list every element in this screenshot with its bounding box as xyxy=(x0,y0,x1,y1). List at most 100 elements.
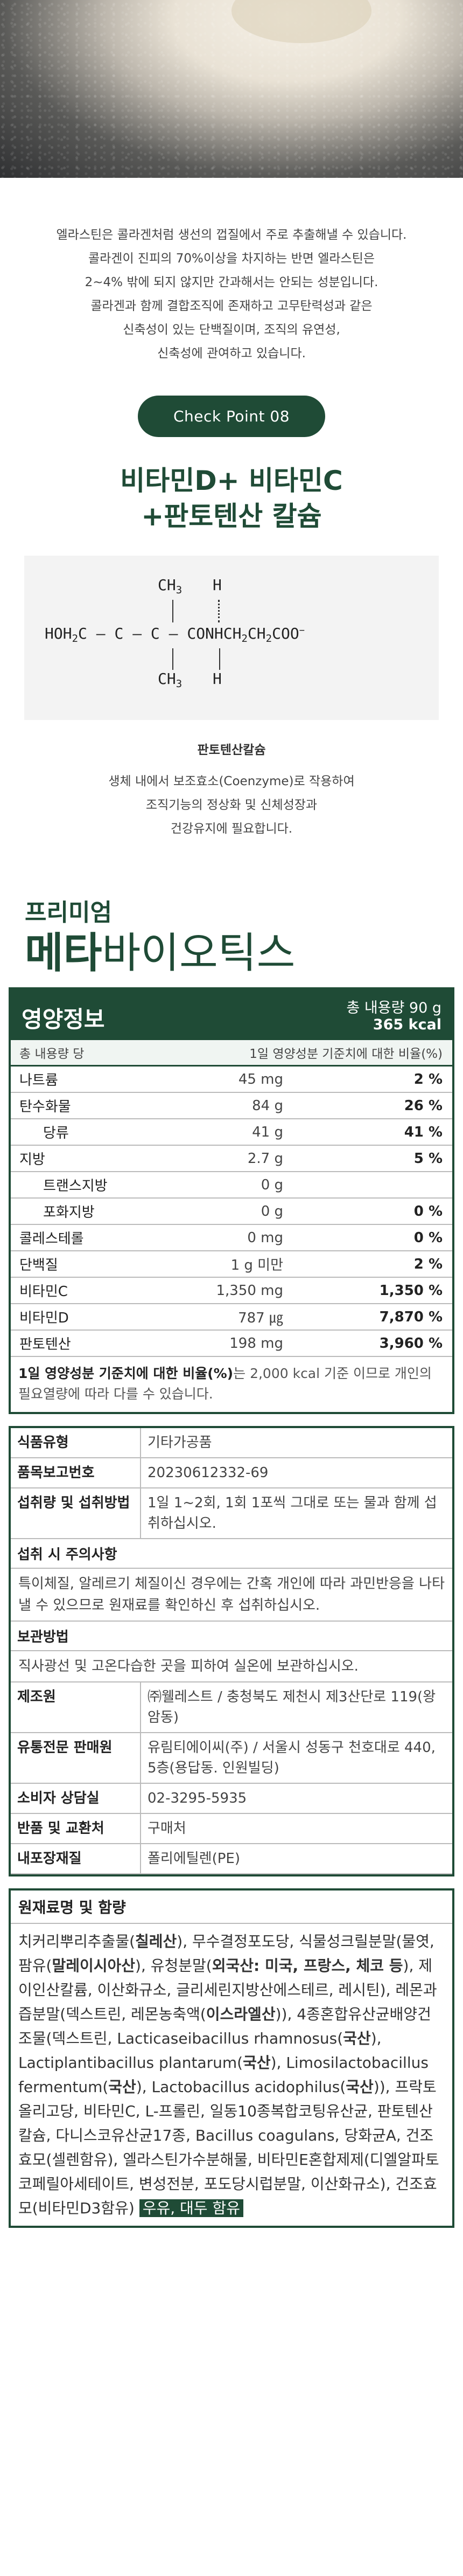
nutrition-rows: 나트륨 45 mg 2 % 탄수화물 84 g 26 % 당류 41 g 41 % 지방 2.7 g… xyxy=(11,1067,452,1357)
nutrition-header: 영양정보 총 내용량 90 g 365 kcal xyxy=(11,989,452,1040)
nutrient-name: 트랜스지방 xyxy=(43,1178,108,1194)
nutrient-daily-pct: 0 % xyxy=(413,1203,443,1220)
ingredient-text: ), Lactiplantibacillus plantarum( xyxy=(18,2030,382,2072)
nutrient-name: 비타민C xyxy=(19,1284,68,1300)
intro-line: 콜라겐과 함께 결합조직에 존재하고 고무탄력성과 같은 xyxy=(90,299,373,313)
info-value: 유림티에이씨(주) / 서울시 성동구 천호대로 440, 5층(용답동. 인원… xyxy=(148,1740,436,1776)
info-key: 품목보고번호 xyxy=(11,1458,141,1487)
ingredient-text: ), Lactobacillus acidophilus( xyxy=(136,2078,346,2096)
nutrient-daily-pct: 3,960 % xyxy=(379,1335,443,1352)
nutrient-name: 나트륨 xyxy=(19,1072,58,1089)
allergen-badge: 우유, 대두 함유 xyxy=(139,2199,243,2217)
nutrient-amount: 2.7 g xyxy=(247,1150,283,1167)
nutrient-daily-pct: 0 % xyxy=(413,1229,443,1246)
nutrient-name: 지방 xyxy=(19,1152,45,1168)
nutrition-row: 포화지방 0 g 0 % xyxy=(11,1199,452,1225)
info-key: 섭취량 및 섭취방법 xyxy=(11,1488,141,1538)
caution-heading: 섭취 시 주의사항 xyxy=(11,1539,452,1569)
info-value: 기타가공품 xyxy=(148,1435,212,1451)
nutrient-daily-pct: 5 % xyxy=(413,1150,443,1167)
origin-bold: 칠레산 xyxy=(135,1933,177,1950)
product-tagline: 프리미엄 xyxy=(25,899,112,926)
section-title: 비타민D+ 비타민C +판토텐산 칼슘 xyxy=(0,463,463,534)
collagen-powder-photo xyxy=(0,0,463,178)
nutrient-daily-pct: 41 % xyxy=(404,1124,443,1140)
storage-heading: 보관방법 xyxy=(11,1622,452,1651)
info-value: ㈜웰레스트 / 충청북도 제천시 제3산단로 119(왕암동) xyxy=(148,1689,436,1726)
ingredient-text: ), 제이인산칼륨, 이산화규소, 글리세린지방산에스테르, 레시틴), 레몬과… xyxy=(18,1957,437,2023)
formula-main-line: HOH2C – C – C – CONHCH2CH2COO− xyxy=(45,625,305,645)
ingredients-box: 원재료명 및 함량 치커리뿌리추출물(칠레산), 무수결정포도당, 식물성크릴분… xyxy=(9,1888,454,2228)
nutrition-row: 탄수화물 84 g 26 % xyxy=(11,1093,452,1119)
nutrient-daily-pct: 7,870 % xyxy=(379,1308,443,1325)
nutrition-table: 영양정보 총 내용량 90 g 365 kcal 총 내용량 당 1일 영양성분… xyxy=(9,987,454,1414)
total-content: 총 내용량 90 g xyxy=(346,1000,441,1016)
product-name-rest: 바이오틱스 xyxy=(102,929,296,978)
info-row: 반품 및 교환처 구매처 xyxy=(11,1814,452,1844)
nutrient-amount: 1,350 mg xyxy=(216,1282,283,1299)
intro-line: 엘라스틴은 콜라겐처럼 생선의 껍질에서 주로 추출해낼 수 있습니다. xyxy=(56,228,407,242)
origin-bold: 국산 xyxy=(343,2030,371,2047)
formula-caption: 판토텐산칼슘 xyxy=(197,743,266,757)
nutrient-amount: 0 g xyxy=(261,1176,283,1193)
ingredient-text: )), 4종혼합유산균배양건조물(덱스트린, Lacticaseibacillu… xyxy=(18,2005,431,2047)
nutrient-name: 탄수화물 xyxy=(19,1099,71,1115)
info-row: 소비자 상담실 02-3295-5935 xyxy=(11,1784,452,1814)
product-name-bold: 메타 xyxy=(25,929,102,978)
bond-upper-right xyxy=(218,600,220,622)
info-value: 20230612332-69 xyxy=(148,1465,269,1481)
ingredients-body: 치커리뿌리추출물(칠레산), 무수결정포도당, 식물성크릴분말(물엿, 팜유(말… xyxy=(11,1924,452,2226)
info-value: 구매처 xyxy=(148,1820,186,1837)
nutrient-amount: 0 mg xyxy=(247,1229,283,1246)
bond-lower-left xyxy=(172,648,173,670)
formula-bottom-h: H xyxy=(213,670,222,688)
nutrition-subheader: 총 내용량 당 1일 영양성분 기준치에 대한 비율(%) xyxy=(11,1040,452,1067)
nutrient-name: 비타민D xyxy=(19,1310,69,1326)
per-total-label: 총 내용량 당 xyxy=(19,1047,85,1061)
checkpoint-badge: Check Point 08 xyxy=(137,396,326,437)
nutrition-row: 비타민C 1,350 mg 1,350 % xyxy=(11,1278,452,1304)
checkpoint-badge-wrap: Check Point 08 xyxy=(0,396,463,437)
nutrient-amount: 1 g 미만 xyxy=(230,1257,283,1273)
bond-lower-right xyxy=(219,648,220,670)
origin-bold: 말레이시아산 xyxy=(52,1957,136,1975)
nutrient-name: 포화지방 xyxy=(43,1204,95,1221)
product-info-table: 식품유형 기타가공품 품목보고번호 20230612332-69 섭취량 및 섭취방법 1… xyxy=(9,1426,454,1876)
powder-texture xyxy=(0,0,463,178)
ingredients-heading: 원재료명 및 함량 xyxy=(11,1891,452,1924)
ingredient-text: )), 프락토올리고당, 비타민C, L-프롤린, 일동10종복합코팅유산균, … xyxy=(18,2078,439,2217)
ingredient-text: 치커리뿌리추출물( xyxy=(18,1933,136,1950)
nutrition-title: 영양정보 xyxy=(22,1006,105,1033)
nutrient-amount: 84 g xyxy=(252,1097,283,1114)
nutrient-name: 판토텐산 xyxy=(19,1337,71,1353)
intro-line: 신축성이 있는 단백질이며, 조직의 유연성, xyxy=(123,323,340,337)
nutrient-daily-pct: 26 % xyxy=(404,1097,443,1114)
bond-upper-left xyxy=(172,600,173,622)
nutrient-amount: 787 ㎍ xyxy=(238,1310,283,1326)
origin-bold: 국산 xyxy=(346,2078,374,2096)
ingredient-text: ), 유청분말( xyxy=(135,1957,212,1975)
intro-line: 콜라겐이 진피의 70%이상을 차지하는 반면 엘라스틴은 xyxy=(88,252,375,266)
intro-line: 신축성에 관여하고 있습니다. xyxy=(157,347,306,361)
info-key: 제조원 xyxy=(11,1682,141,1732)
nutrition-row: 비타민D 787 ㎍ 7,870 % xyxy=(11,1304,452,1331)
footnote-bold: 1일 영양성분 기준치에 대한 비율(%) xyxy=(18,1366,234,1381)
nutrient-daily-pct: 2 % xyxy=(413,1256,443,1272)
title-line-2: +판토텐산 칼슘 xyxy=(141,501,322,532)
nutrient-amount: 198 mg xyxy=(229,1335,283,1352)
nutrition-row: 트랜스지방 0 g xyxy=(11,1172,452,1199)
origin-bold: 국산 xyxy=(243,2054,271,2072)
nutrient-name: 단백질 xyxy=(19,1257,58,1273)
intro-text: 엘라스틴은 콜라겐처럼 생선의 껍질에서 주로 추출해낼 수 있습니다. 콜라겐… xyxy=(0,178,463,365)
ingredient-text: ), Limosilactobacillus fermentum( xyxy=(18,2054,429,2096)
info-value: 폴리에틸렌(PE) xyxy=(148,1851,240,1867)
nutrition-row: 당류 41 g 41 % xyxy=(11,1119,452,1146)
info-value: 1일 1~2회, 1회 1포씩 그대로 또는 물과 함께 섭취하십시오. xyxy=(148,1495,437,1532)
ingredient-text: ), 무수결정포도당, 식물성크릴분말(물엿, 팜유( xyxy=(18,1933,434,1975)
info-row: 내포장재질 폴리에틸렌(PE) xyxy=(11,1844,452,1874)
nutrient-daily-pct: 1,350 % xyxy=(379,1282,443,1299)
origin-bold: 국산 xyxy=(108,2078,136,2096)
product-heading: 프리미엄 메타바이오틱스 xyxy=(0,897,463,978)
nutrition-row: 지방 2.7 g 5 % xyxy=(11,1146,452,1172)
caution-body: 특이체질, 알레르기 체질이신 경우에는 간혹 개인에 따라 과민반응을 나타낼… xyxy=(11,1569,452,1622)
